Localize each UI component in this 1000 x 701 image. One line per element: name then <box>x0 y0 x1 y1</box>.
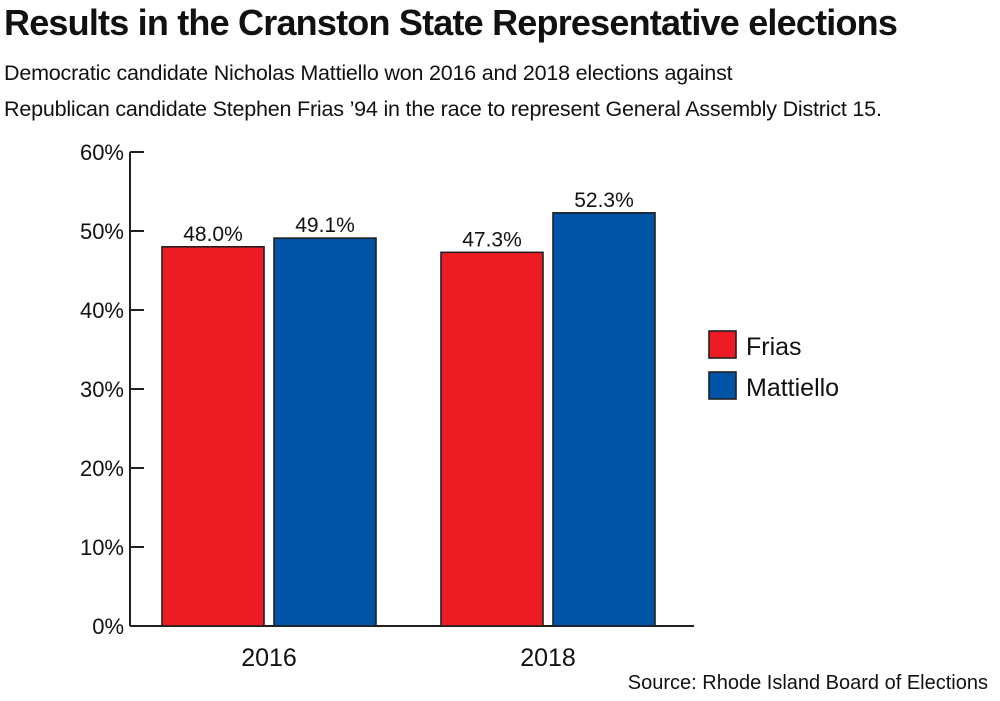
bar-value-label: 49.1% <box>295 214 355 237</box>
source-note: Source: Rhode Island Board of Elections <box>627 672 988 694</box>
bar-value-label: 52.3% <box>574 189 634 212</box>
chart-subtitle: Democratic candidate Nicholas Mattiello … <box>4 55 882 127</box>
y-tick-label: 60% <box>80 140 124 165</box>
chart-title: Results in the Cranston State Representa… <box>4 2 898 43</box>
legend-swatch-mattiello <box>708 371 737 400</box>
legend-label-frias: Frias <box>746 333 802 361</box>
y-tick-label: 50% <box>80 219 124 244</box>
bar-mattiello-2016 <box>273 237 377 627</box>
y-tick-label: 30% <box>80 377 124 402</box>
legend-swatch-frias <box>708 330 737 359</box>
y-tick-label: 0% <box>92 614 124 639</box>
bar-frias-2018 <box>440 251 544 627</box>
subtitle-line-1: Democratic candidate Nicholas Mattiello … <box>4 61 733 85</box>
bar-mattiello-2018 <box>552 212 656 627</box>
bar-value-label: 48.0% <box>183 223 243 246</box>
subtitle-line-2: Republican candidate Stephen Frias ’94 i… <box>4 97 882 121</box>
bar-frias-2016 <box>161 246 265 627</box>
bar-value-label: 47.3% <box>462 228 522 251</box>
x-tick-label: 2016 <box>241 644 297 672</box>
x-tick-label: 2018 <box>520 644 576 672</box>
legend-label-mattiello: Mattiello <box>746 374 839 402</box>
y-tick-label: 20% <box>80 456 124 481</box>
y-tick-label: 10% <box>80 535 124 560</box>
y-tick-label: 40% <box>80 298 124 323</box>
